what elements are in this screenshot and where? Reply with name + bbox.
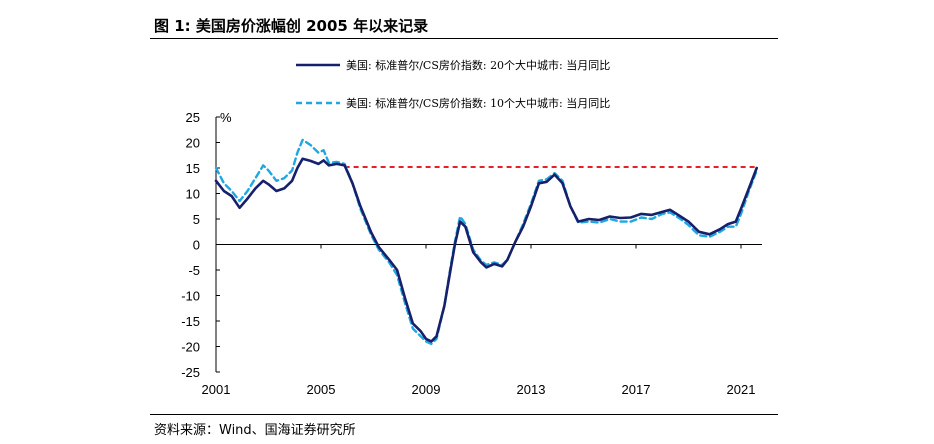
series-line-20-city [214,157,758,343]
y-tick-label: 5 [193,212,200,227]
x-tick-label: 2009 [412,382,441,397]
y-tick-label: 25 [186,110,200,125]
figure-title: 图 1: 美国房价涨幅创 2005 年以来记录 [154,17,429,35]
x-tick-label: 2001 [202,382,231,397]
plot-area [214,138,758,346]
x-tick-label: 2017 [622,382,651,397]
y-tick-label: 10 [186,187,200,202]
y-tick-label: -20 [181,340,200,355]
y-tick-label: -5 [188,263,200,278]
title-bar: 图 1: 美国房价涨幅创 2005 年以来记录 [150,8,778,39]
legend-label: 美国: 标准普尔/CS房价指数: 10个大中城市: 当月同比 [346,96,610,110]
x-tick-label: 2005 [307,382,336,397]
y-axis-label: % [220,110,232,125]
axes: 25 20 15 10 5 0 -5 -10 -15 -20 -25% 2001 2005 2009 201… [181,110,762,397]
y-tick-label: 15 [186,161,200,176]
y-tick-label: -15 [181,314,200,329]
y-tick-label: -10 [181,289,200,304]
x-tick-label: 2013 [517,382,546,397]
y-tick-label: 20 [186,136,200,151]
y-tick-label: -25 [181,365,200,380]
x-tick-label: 2021 [727,382,756,397]
y-tick-label: 0 [193,238,200,253]
source-note: 资料来源：Wind、国海证券研究所 [154,423,356,438]
source-bar: 资料来源：Wind、国海证券研究所 [150,414,778,438]
series-line-10-city [214,138,758,346]
legend-label: 美国: 标准普尔/CS房价指数: 20个大中城市: 当月同比 [346,58,610,72]
